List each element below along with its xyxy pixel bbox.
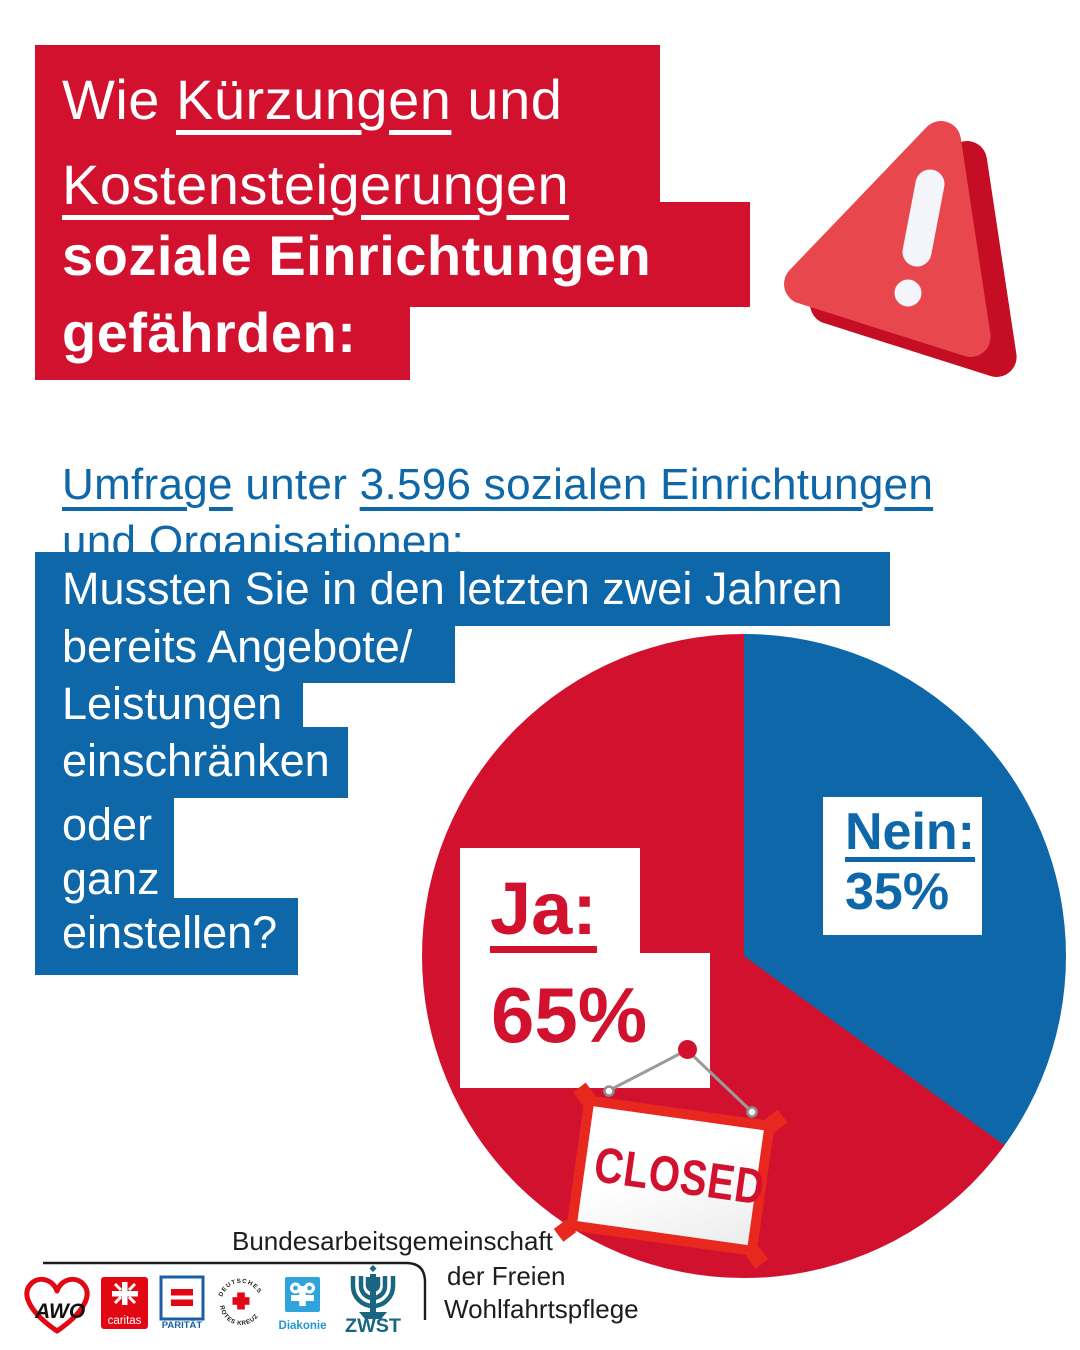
ja-slice-label: Ja: bbox=[490, 867, 597, 950]
ja-label-box bbox=[460, 848, 640, 953]
nein-label-box bbox=[823, 797, 982, 935]
header-bg-block-2 bbox=[35, 202, 750, 307]
paritaet-logo-icon: PARITÄT bbox=[159, 1275, 205, 1331]
question-line: einschränken bbox=[62, 735, 330, 786]
question-line: einstellen? bbox=[62, 907, 278, 958]
zwst-logo-icon: ZWST bbox=[345, 1264, 401, 1337]
question-line: bereits Angebote/ bbox=[62, 621, 413, 672]
nein-slice-label: Nein: bbox=[845, 803, 975, 861]
headline-underlined-word: Kostensteigerungen bbox=[62, 153, 570, 216]
header-bg-block-3 bbox=[35, 307, 410, 380]
footer-org-line-3: Wohlfahrtspflege bbox=[444, 1294, 639, 1324]
footer-org-line-1: Bundesarbeitsgemeinschaft bbox=[232, 1226, 553, 1256]
subtitle-underlined: 3.596 sozialen Einrichtungen bbox=[359, 460, 934, 509]
question-line: Mussten Sie in den letzten zwei Jahren bbox=[62, 563, 843, 614]
headline-text: und bbox=[451, 68, 563, 131]
headline-line-2: Kostensteigerungen bbox=[62, 157, 569, 213]
question-bg-band bbox=[35, 683, 303, 727]
warning-triangle-icon bbox=[784, 121, 1017, 377]
question-line: ganz bbox=[62, 853, 160, 904]
footer-org-line-2: der Freien bbox=[447, 1261, 566, 1291]
headline-line-3: soziale Einrichtungen bbox=[62, 224, 652, 287]
closed-sign: CLOSED bbox=[553, 1082, 788, 1269]
sign-corner-notch bbox=[553, 1219, 577, 1242]
awo-logo-text: AWO bbox=[34, 1300, 85, 1323]
caritas-logo-icon: caritas bbox=[101, 1277, 148, 1329]
headline-underlined-word: Kürzungen bbox=[176, 68, 452, 131]
question-line: Leistungen bbox=[62, 678, 283, 729]
drk-logo-icon: DEUTSCHES ROTES KREUZ bbox=[216, 1276, 266, 1327]
survey-subtitle: Umfrage unter 3.596 sozialen Einrichtung… bbox=[62, 456, 933, 570]
caritas-logo-text: caritas bbox=[108, 1315, 142, 1327]
headline-text: Wie bbox=[62, 68, 176, 131]
footer-bracket-line bbox=[43, 1261, 427, 1320]
subtitle-underlined: Umfrage bbox=[62, 460, 233, 509]
footer-logos: AWO caritas PARITÄT bbox=[24, 1261, 427, 1337]
question-bg-band bbox=[35, 727, 348, 798]
ja-slice-value: 65% bbox=[491, 971, 648, 1059]
question-bg-band bbox=[35, 798, 174, 898]
headline-line-4: gefährden: bbox=[62, 301, 357, 364]
paritaet-logo-text: PARITÄT bbox=[162, 1320, 203, 1331]
headline-line-1: Wie Kürzungen und bbox=[62, 72, 562, 128]
question-bg-band bbox=[35, 552, 890, 626]
zwst-logo-text: ZWST bbox=[345, 1316, 401, 1337]
nein-slice-value: 35% bbox=[845, 863, 950, 921]
awo-logo-icon: AWO bbox=[24, 1276, 90, 1334]
subtitle-text: unter bbox=[232, 460, 360, 509]
diakonie-logo-icon: Diakonie bbox=[279, 1277, 327, 1332]
percent-period-dot bbox=[678, 1040, 697, 1059]
question-bg-band bbox=[35, 626, 455, 683]
diakonie-logo-text: Diakonie bbox=[279, 1320, 327, 1332]
header-bg-block-1 bbox=[35, 45, 660, 202]
question-line: oder bbox=[62, 799, 153, 850]
question-bg-band bbox=[35, 898, 298, 975]
